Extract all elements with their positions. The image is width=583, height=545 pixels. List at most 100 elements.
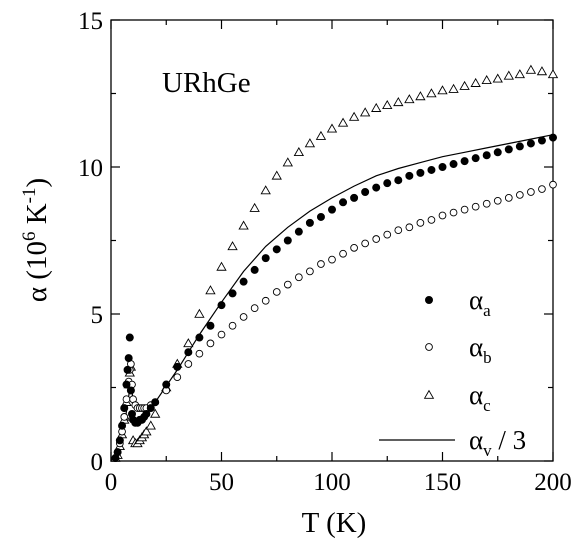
series-alpha-c-point [493,74,502,82]
series-alpha-c-point [228,242,237,250]
series-alpha-a-point [494,149,501,156]
series-alpha-b-point [240,314,247,321]
series-alpha-c-point [504,71,513,79]
series-alpha-b-point [539,186,546,193]
legend-subscript: a [483,301,491,320]
series-alpha-a-point [229,290,236,297]
legend-label: αc [469,380,491,415]
series-alpha-b-point [318,261,325,268]
series-alpha-b-point [395,227,402,234]
series-alpha-c-point [383,101,392,109]
series-alpha-c-point [361,108,370,116]
series-alpha-b-point [262,297,269,304]
series-alpha-a-point [527,140,534,147]
y-tick-label: 15 [78,8,103,35]
legend-marker [425,296,432,303]
series-alpha-a-point [472,155,479,162]
series-alpha-b-point [472,203,479,210]
y-axis-label-open: (10 [21,241,53,287]
series-alpha-a-point [428,166,435,173]
series-alpha-b-point [428,217,435,224]
series-alpha-a-point [126,334,133,341]
series-alpha-a-point [339,199,346,206]
legend-label: αv / 3 [469,425,526,460]
series-alpha-a-point [273,246,280,253]
legend-symbol: α [469,285,483,315]
series-alpha-c-point [294,148,303,156]
series-alpha-a-point [306,219,313,226]
y-axis-label-symbol: α [21,287,53,302]
series-alpha-a-point [125,355,132,362]
series-alpha-a-point [295,228,302,235]
series-alpha-a-point [406,172,413,179]
series-alpha-b-point [528,189,535,196]
series-alpha-a-point [196,334,203,341]
series-alpha-b-point [351,244,358,251]
series-alpha-a-point [124,366,131,373]
y-tick-label: 10 [78,155,103,182]
legend-marker [426,344,433,351]
series-alpha-a-point [118,422,125,429]
legend: αaαbαcαv / 3 [379,285,526,460]
series-alpha-c-point [184,339,193,347]
legend-subscript: c [483,396,491,415]
series-alpha-a-point [417,169,424,176]
series-alpha-c-point [339,119,348,127]
series-alpha-b-point [121,414,128,421]
x-tick-label: 150 [424,469,462,496]
series-alpha-a-point [439,163,446,170]
series-alpha-a-point [114,449,121,456]
series-alpha-c-point [538,67,547,75]
legend-item-alpha-a: αa [425,285,491,320]
series-alpha-c-point [471,79,480,87]
series-alpha-a-point [284,237,291,244]
series-alpha-a-point [163,381,170,388]
series-alpha-a-point [262,255,269,262]
series-alpha-c-point [515,70,524,78]
series-alpha-c-point [350,113,359,121]
series-alpha-a-point [549,134,556,141]
x-axis-label: T (K) [302,507,367,539]
series-alpha-c-point [449,85,458,93]
series-alpha-a-point [461,158,468,165]
series-alpha-a-point [395,177,402,184]
legend-subscript: b [483,348,492,367]
series-alpha-b-point [273,289,280,296]
series-alpha-b-point [123,396,130,403]
legend-symbol: α [469,425,483,455]
series-alpha-a-point [174,363,181,370]
y-tick-label: 0 [91,449,104,476]
series-alpha-b-point [218,331,225,338]
series-alpha-b-point [207,340,214,347]
series-alpha-b-point [362,240,369,247]
legend-label: αa [469,285,491,320]
series-alpha-a-point [240,278,247,285]
y-axis-label-unit: K [21,203,53,231]
y-tick-label: 5 [91,302,104,329]
legend-item-alpha-v: αv / 3 [379,425,526,460]
series-alpha-a-point [516,143,523,150]
series-alpha-c-point [250,204,259,212]
series-alpha-a-point [218,302,225,309]
series-alpha-b-point [196,350,203,357]
series-alpha-b-point [229,322,236,329]
series-alpha-c-point [527,66,536,74]
series-alpha-b-point [483,200,490,207]
x-tick-label: 0 [105,469,118,496]
series-alpha-c-point [239,221,248,229]
x-tick-label: 50 [209,469,234,496]
series-alpha-b-point [516,192,523,199]
series-alpha-c-point [317,132,326,140]
series-alpha-b-point [461,206,468,213]
series-alpha-c-point [272,171,281,179]
series-alpha-b-point [295,274,302,281]
series-alpha-b-point [384,231,391,238]
series-alpha-a-point [373,184,380,191]
series-alpha-c-point [438,86,447,94]
series-alpha-a-point [505,146,512,153]
series-alpha-b-point [450,209,457,216]
series-alpha-b-point [329,256,336,263]
series-alpha-c-point [416,92,425,100]
y-axis-label-close: ) [21,178,53,188]
